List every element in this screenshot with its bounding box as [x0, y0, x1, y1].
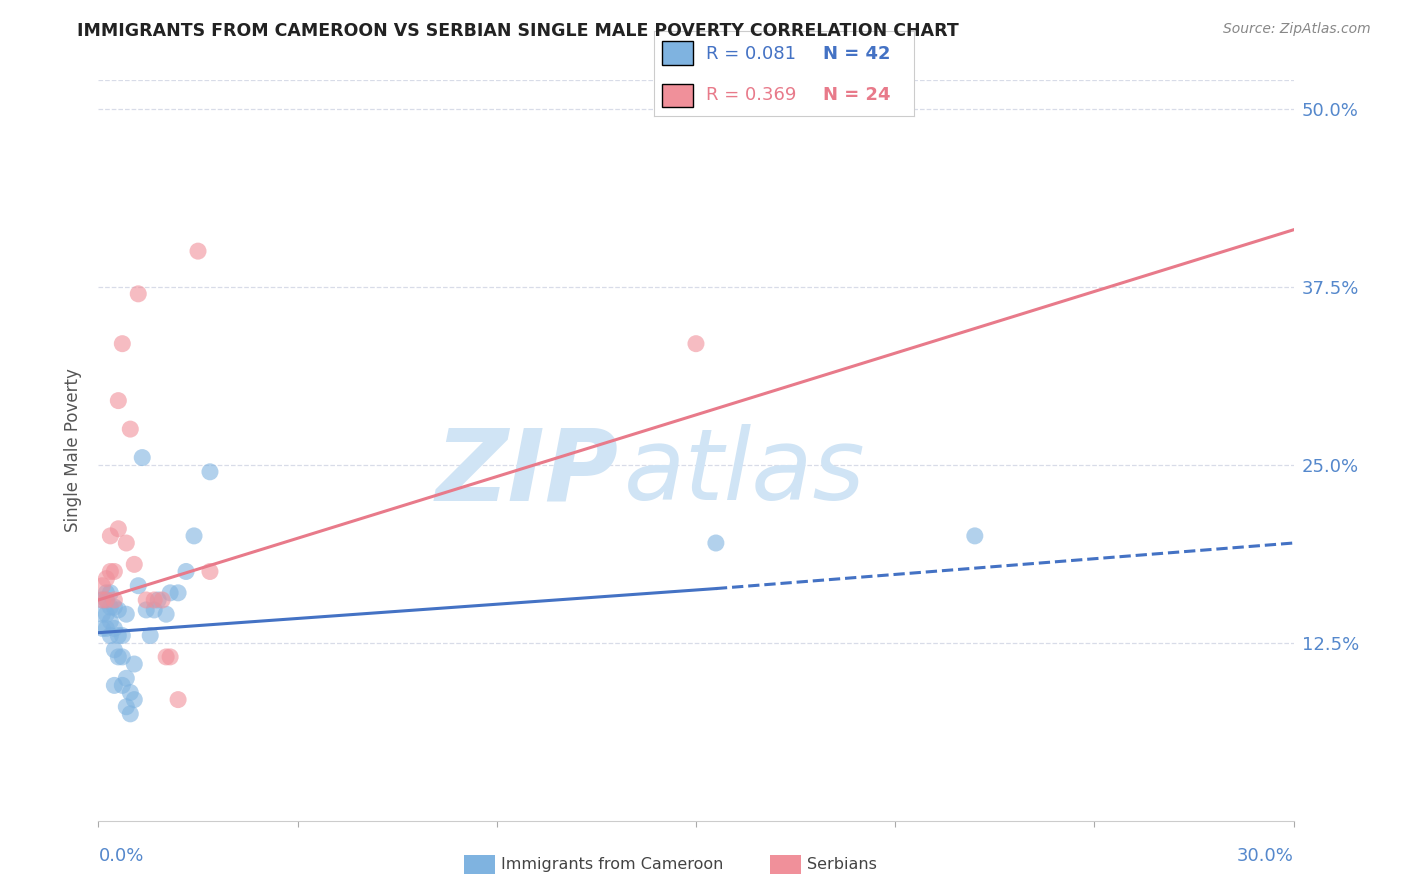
Point — [107, 603, 129, 617]
Point — [198, 565, 221, 579]
Point — [187, 244, 209, 259]
Point — [96, 572, 118, 586]
Point — [107, 522, 129, 536]
Point — [155, 649, 177, 664]
Point — [124, 692, 146, 706]
Point — [96, 586, 118, 600]
Point — [148, 593, 170, 607]
Point — [103, 600, 125, 615]
Point — [127, 286, 149, 301]
Point — [139, 628, 162, 642]
Point — [143, 603, 166, 617]
Point — [107, 628, 129, 642]
Point — [143, 593, 166, 607]
Point — [96, 607, 118, 622]
Point — [98, 600, 122, 615]
Point — [111, 336, 134, 351]
Point — [96, 593, 118, 607]
Point — [135, 603, 157, 617]
Point — [159, 649, 181, 664]
Y-axis label: Single Male Poverty: Single Male Poverty — [65, 368, 83, 533]
Point — [107, 393, 129, 408]
Text: 30.0%: 30.0% — [1237, 847, 1294, 865]
Point — [167, 692, 190, 706]
FancyBboxPatch shape — [662, 84, 693, 108]
Point — [111, 628, 134, 642]
Point — [183, 529, 205, 543]
Text: 0.0%: 0.0% — [98, 847, 143, 865]
Point — [96, 622, 118, 636]
Point — [150, 593, 173, 607]
Point — [155, 607, 177, 622]
Point — [107, 649, 129, 664]
Point — [98, 529, 122, 543]
Point — [91, 607, 114, 622]
Point — [131, 450, 153, 465]
Point — [120, 685, 142, 699]
Text: R = 0.369: R = 0.369 — [706, 87, 796, 104]
Point — [98, 586, 122, 600]
Text: atlas: atlas — [624, 425, 866, 521]
Point — [174, 565, 197, 579]
Text: Source: ZipAtlas.com: Source: ZipAtlas.com — [1223, 22, 1371, 37]
Point — [115, 671, 138, 685]
Text: N = 42: N = 42 — [823, 45, 890, 62]
Point — [91, 593, 114, 607]
Point — [91, 593, 114, 607]
Point — [98, 615, 122, 629]
Point — [963, 529, 986, 543]
Point — [96, 593, 118, 607]
Point — [198, 465, 221, 479]
Point — [685, 336, 707, 351]
Text: Serbians: Serbians — [807, 857, 877, 871]
Point — [103, 565, 125, 579]
Point — [98, 628, 122, 642]
Point — [120, 422, 142, 436]
Point — [115, 536, 138, 550]
Point — [704, 536, 727, 550]
Point — [91, 579, 114, 593]
Point — [127, 579, 149, 593]
Text: N = 24: N = 24 — [823, 87, 890, 104]
Text: IMMIGRANTS FROM CAMEROON VS SERBIAN SINGLE MALE POVERTY CORRELATION CHART: IMMIGRANTS FROM CAMEROON VS SERBIAN SING… — [77, 22, 959, 40]
Point — [115, 607, 138, 622]
Text: R = 0.081: R = 0.081 — [706, 45, 796, 62]
Point — [167, 586, 190, 600]
Point — [103, 622, 125, 636]
Point — [98, 565, 122, 579]
Point — [135, 593, 157, 607]
Text: Immigrants from Cameroon: Immigrants from Cameroon — [501, 857, 723, 871]
Point — [115, 699, 138, 714]
Point — [103, 593, 125, 607]
Point — [159, 586, 181, 600]
Point — [91, 622, 114, 636]
Point — [103, 642, 125, 657]
Text: ZIP: ZIP — [436, 425, 619, 521]
Point — [120, 706, 142, 721]
Point — [124, 657, 146, 671]
FancyBboxPatch shape — [662, 41, 693, 65]
Point — [124, 558, 146, 572]
Point — [103, 678, 125, 692]
Point — [111, 678, 134, 692]
Point — [111, 649, 134, 664]
